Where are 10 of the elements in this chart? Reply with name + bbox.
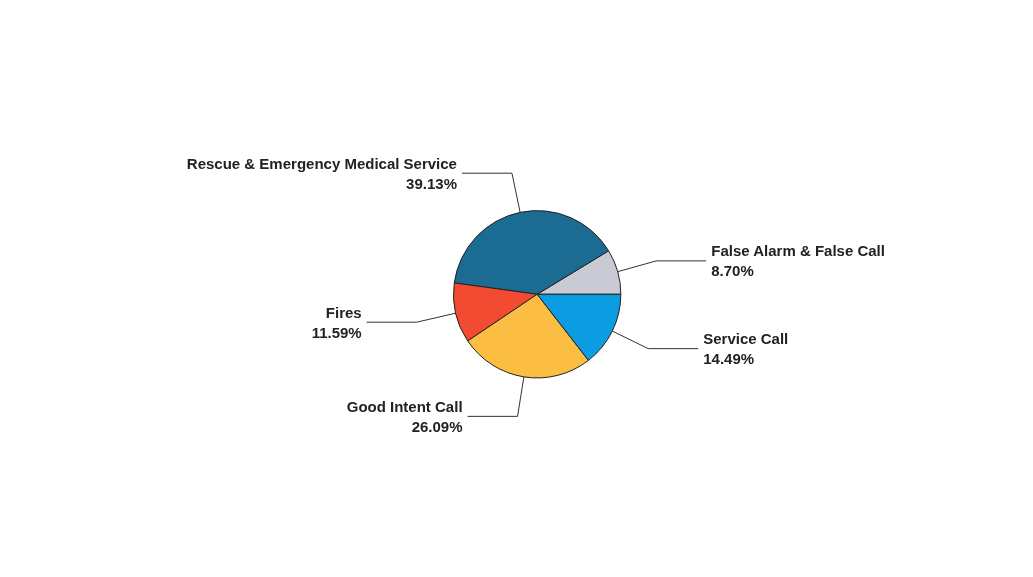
data-label: 39.13% <box>406 174 457 192</box>
data-label: 8.70% <box>711 262 754 280</box>
slice-label: Service Call <box>703 330 789 348</box>
slice-label: Fires <box>325 303 362 321</box>
slice-label: Rescue & Emergency Medical Service <box>186 154 457 172</box>
slice-label: Good Intent Call <box>346 397 463 415</box>
data-label: 14.49% <box>703 350 755 368</box>
data-label: 26.09% <box>411 417 463 435</box>
slice-label: False Alarm & False Call <box>711 242 885 260</box>
data-label: 11.59% <box>311 323 362 341</box>
